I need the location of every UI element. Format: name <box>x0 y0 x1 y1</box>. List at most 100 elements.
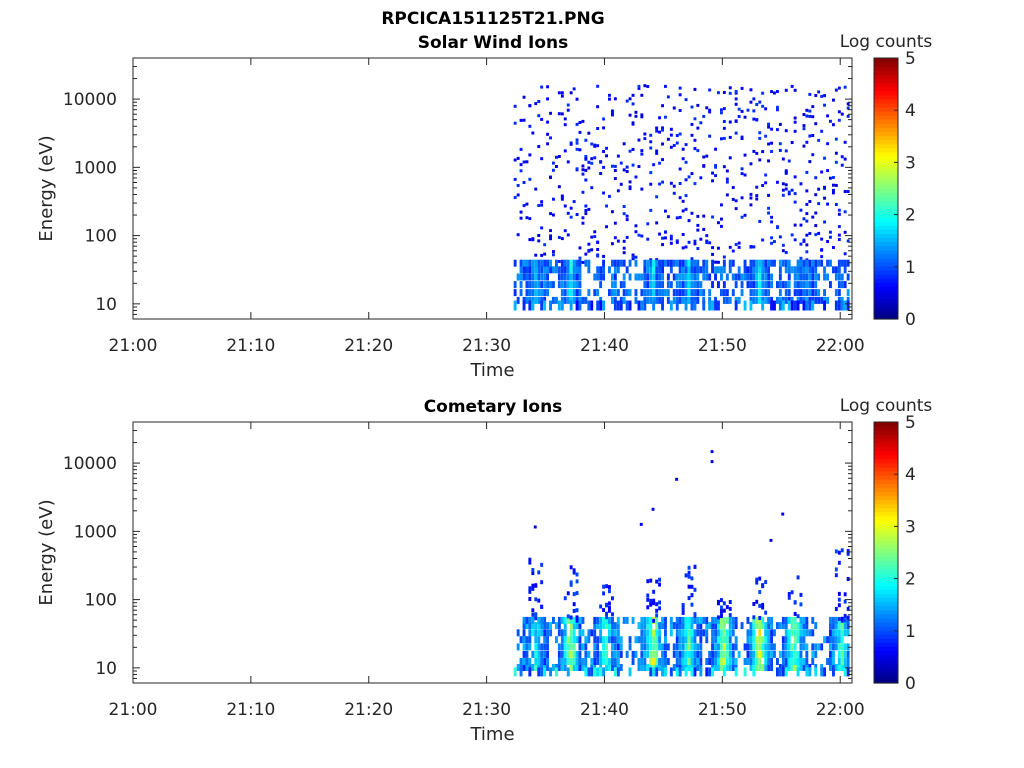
heatmap-cell <box>575 296 579 304</box>
heatmap-cell <box>522 643 526 651</box>
heatmap-cell <box>746 650 750 658</box>
heatmap-cell <box>690 300 694 311</box>
heatmap-cell <box>628 289 632 297</box>
figure-title: RPCICA151125T21.PNG <box>381 9 604 29</box>
heatmap-cell <box>531 300 535 311</box>
heatmap-cell <box>655 266 659 274</box>
heatmap-cell <box>770 90 773 94</box>
heatmap-cell <box>752 643 756 651</box>
heatmap-cell <box>787 592 791 596</box>
colorbar-segment <box>874 168 898 173</box>
y-axis-label: Energy (eV) <box>36 499 57 605</box>
heatmap-cell <box>522 259 526 267</box>
heatmap-cell <box>755 650 759 658</box>
heatmap-cell <box>516 156 520 160</box>
heatmap-cell <box>681 259 685 267</box>
heatmap-cell <box>808 160 812 164</box>
heatmap-cell <box>811 643 815 651</box>
colorbar-frame <box>873 57 899 320</box>
heatmap-cell <box>587 166 591 170</box>
heatmap-cell <box>557 622 561 630</box>
heatmap-cell <box>770 636 773 644</box>
heatmap-cell <box>840 155 844 159</box>
heatmap-cell <box>793 616 797 624</box>
heatmap-cell <box>805 273 809 281</box>
heatmap-cell <box>681 289 685 297</box>
heatmap-cell <box>590 161 594 165</box>
colorbar-segment <box>874 225 898 230</box>
heatmap-cell <box>746 273 750 281</box>
heatmap-cell <box>784 616 788 624</box>
heatmap-cell <box>575 122 579 126</box>
heatmap-cell <box>622 205 626 208</box>
heatmap-cell <box>696 247 700 250</box>
heatmap-cell <box>646 85 650 88</box>
heatmap-cell <box>731 273 735 281</box>
colorbar-segment <box>874 306 898 312</box>
heatmap-cell <box>776 658 779 665</box>
heatmap-cell <box>764 629 768 637</box>
colorbar-segment <box>874 666 898 672</box>
heatmap-cell <box>616 650 620 658</box>
heatmap-cell <box>661 266 664 274</box>
colorbar-segment <box>874 572 898 578</box>
heatmap-cell <box>669 266 673 274</box>
heatmap-cell <box>693 587 697 592</box>
heatmap-cell <box>540 658 544 665</box>
heatmap-cell <box>717 91 720 95</box>
heatmap-cell <box>622 239 626 243</box>
heatmap-cell <box>711 629 714 637</box>
heatmap-cell <box>814 176 818 180</box>
heatmap-cell <box>722 629 726 637</box>
heatmap-cell <box>531 586 535 591</box>
heatmap-cell <box>708 134 712 138</box>
heatmap-cell <box>743 173 747 177</box>
heatmap-cell <box>664 289 667 297</box>
heatmap-cell <box>781 622 785 630</box>
heatmap-cell <box>834 203 838 206</box>
heatmap-cell <box>555 266 558 274</box>
heatmap-cell <box>602 622 605 630</box>
heatmap-cell <box>599 273 603 281</box>
colorbar-segment <box>874 200 898 206</box>
heatmap-cell <box>531 629 535 637</box>
heatmap-cell <box>837 560 841 565</box>
heatmap-cell <box>681 658 685 665</box>
colorbar-segment <box>874 458 898 464</box>
heatmap-cell <box>658 130 661 134</box>
heatmap-cell <box>761 296 765 304</box>
heatmap-cell <box>557 236 561 239</box>
heatmap-cell <box>693 650 697 658</box>
heatmap-cell <box>720 203 723 207</box>
heatmap-cell <box>687 281 691 289</box>
heatmap-cell <box>643 643 647 651</box>
heatmap-cell <box>669 281 673 289</box>
heatmap-cell <box>832 188 835 192</box>
heatmap-cell <box>513 259 517 267</box>
heatmap-cell <box>728 156 732 160</box>
heatmap-cell <box>843 300 847 311</box>
heatmap-cell <box>699 121 703 125</box>
heatmap-cell <box>552 250 555 254</box>
heatmap-cell <box>616 622 620 630</box>
heatmap-cell <box>581 190 585 194</box>
heatmap-cell <box>578 121 582 124</box>
heatmap-cell <box>784 187 788 191</box>
heatmap-cell <box>790 296 794 304</box>
heatmap-cell <box>749 259 753 267</box>
heatmap-cell <box>546 273 549 281</box>
y-tick-label: 10000 <box>63 454 117 474</box>
heatmap-cell <box>575 281 579 289</box>
colorbar-segment <box>874 265 898 271</box>
heatmap-cell <box>846 102 850 106</box>
heatmap-cell <box>817 259 821 267</box>
heatmap-cell <box>740 215 744 219</box>
heatmap-cell <box>776 105 779 109</box>
heatmap-cell <box>605 636 608 644</box>
heatmap-cell <box>640 300 644 311</box>
heatmap-cell <box>743 115 747 119</box>
heatmap-cell <box>602 254 605 258</box>
heatmap-cell <box>755 616 759 624</box>
heatmap-cell <box>776 226 779 230</box>
heatmap-cell <box>837 597 841 602</box>
